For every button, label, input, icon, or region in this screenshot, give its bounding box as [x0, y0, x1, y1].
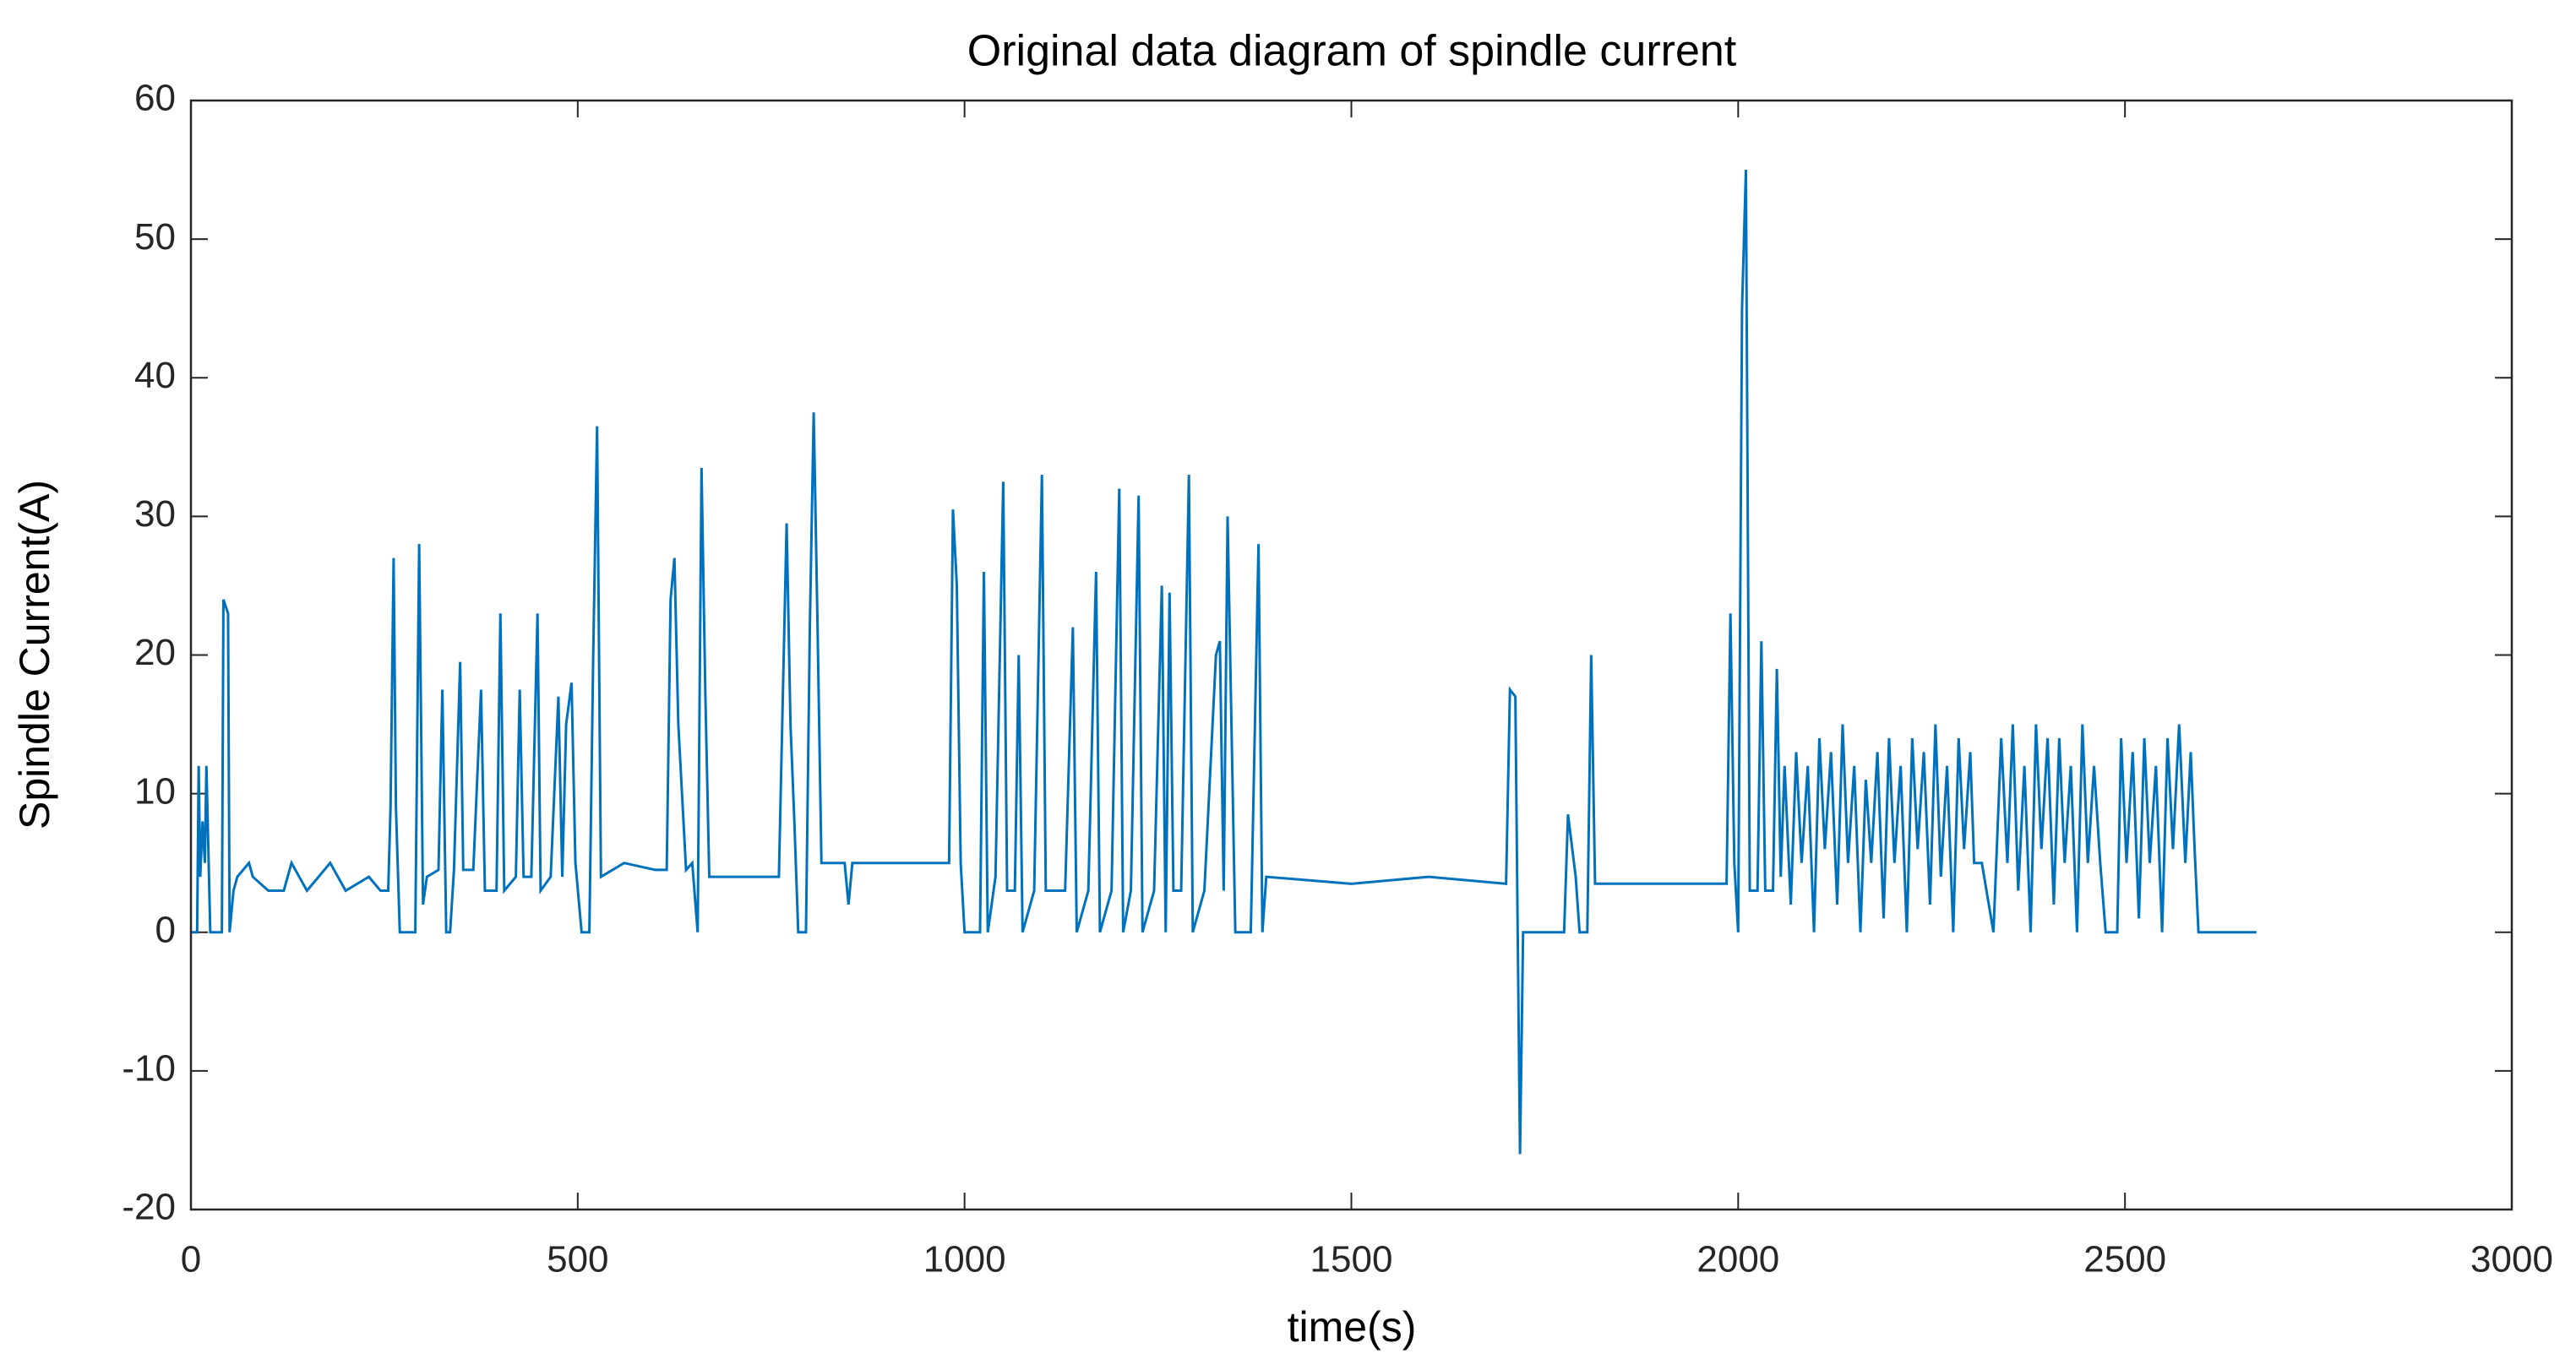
x-tick-label: 1000 [923, 1239, 1006, 1280]
x-tick-label: 2000 [1696, 1239, 1779, 1280]
data-line [191, 170, 2257, 1155]
plot-frame [189, 99, 2513, 1211]
y-tick-label: 40 [134, 355, 176, 396]
x-axis-label: time(s) [1288, 1303, 1417, 1351]
y-tick-label: -20 [122, 1187, 176, 1228]
x-tick-label: 500 [547, 1239, 608, 1280]
x-tick-label: 3000 [2470, 1239, 2553, 1280]
y-tick-label: 10 [134, 770, 176, 812]
x-tick-label: 2500 [2083, 1239, 2166, 1280]
y-tick-label: 20 [134, 632, 176, 673]
y-tick-label: -10 [122, 1048, 176, 1090]
y-tick-label: 30 [134, 493, 176, 535]
y-tick-label: 0 [155, 909, 176, 950]
chart-title: Original data diagram of spindle current [967, 27, 1737, 76]
x-tick-label: 1500 [1310, 1239, 1393, 1280]
y-tick-label: 60 [134, 78, 176, 119]
x-tick-label: 0 [181, 1239, 201, 1280]
y-axis-label: Spindle Current(A) [11, 480, 58, 829]
y-tick-label: 50 [134, 216, 176, 258]
